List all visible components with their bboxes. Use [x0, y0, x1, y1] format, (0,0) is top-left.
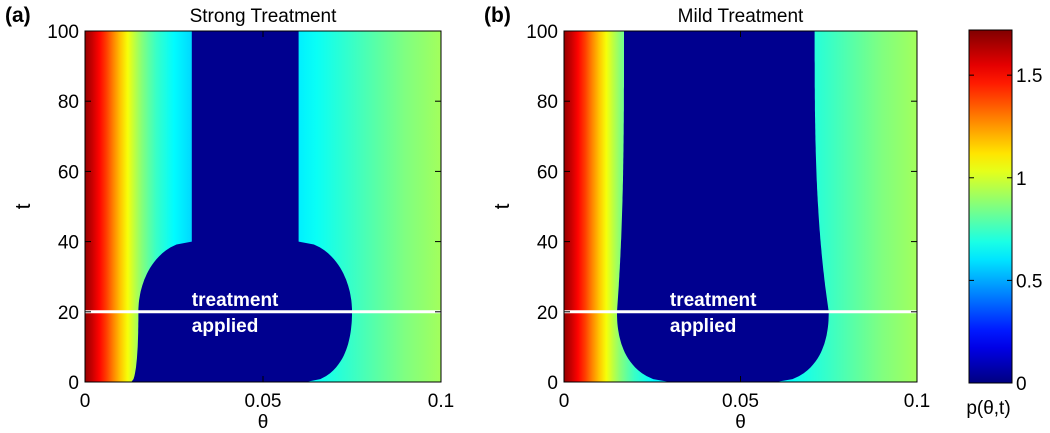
y-tick-label: 100	[526, 22, 558, 43]
annotation-treatment: treatment	[670, 290, 757, 311]
x-tick-label: 0.05	[722, 391, 759, 412]
depleted-region	[617, 31, 829, 382]
y-tick-label: 40	[58, 233, 79, 254]
y-tick-label: 0	[547, 373, 558, 394]
panel-title: Strong Treatment	[190, 6, 338, 27]
annotation-applied: applied	[670, 316, 737, 337]
y-tick-label: 60	[537, 162, 558, 183]
y-tick-label: 0	[68, 373, 79, 394]
panel-b: treatment applied 0 20 40 60 80 100 0 0.05 0.1 Mild…	[484, 4, 930, 433]
x-tick-label: 0	[559, 391, 570, 412]
x-tick-label: 0.1	[428, 391, 454, 412]
x-tick-label: 0.1	[904, 391, 930, 412]
y-axis-label: t	[491, 203, 514, 209]
annotation-applied: applied	[192, 316, 259, 337]
colorbar: 0 0.5 1 1.5 p(θ,t)	[966, 29, 1042, 419]
y-tick-label: 80	[58, 92, 79, 113]
panel-label: (b)	[484, 4, 511, 27]
colorbar-label: p(θ,t)	[966, 398, 1010, 419]
colorbar-tick-label: 0.5	[1016, 271, 1042, 292]
colorbar-tick-label: 1.5	[1016, 66, 1042, 87]
y-tick-label: 60	[58, 162, 79, 183]
depleted-region	[131, 31, 352, 382]
colorbar-bar	[968, 29, 1013, 384]
y-tick-label: 20	[58, 303, 79, 324]
y-tick-label: 40	[537, 233, 558, 254]
colorbar-tick-label: 0	[1016, 374, 1027, 395]
panel-a: treatment applied 0 20 40 60 80 100 0 0.05 0.1 Stro…	[5, 4, 454, 433]
panel-label: (a)	[5, 4, 31, 27]
x-tick-label: 0	[80, 391, 91, 412]
x-axis-label: θ	[735, 412, 746, 433]
y-tick-label: 20	[537, 303, 558, 324]
y-tick-label: 100	[47, 22, 79, 43]
panel-title: Mild Treatment	[678, 6, 804, 27]
y-tick-label: 80	[537, 92, 558, 113]
y-axis-label: t	[12, 203, 35, 209]
annotation-treatment: treatment	[192, 290, 279, 311]
x-tick-label: 0.05	[245, 391, 282, 412]
x-axis-label: θ	[258, 412, 269, 433]
colorbar-tick-label: 1	[1016, 169, 1027, 190]
